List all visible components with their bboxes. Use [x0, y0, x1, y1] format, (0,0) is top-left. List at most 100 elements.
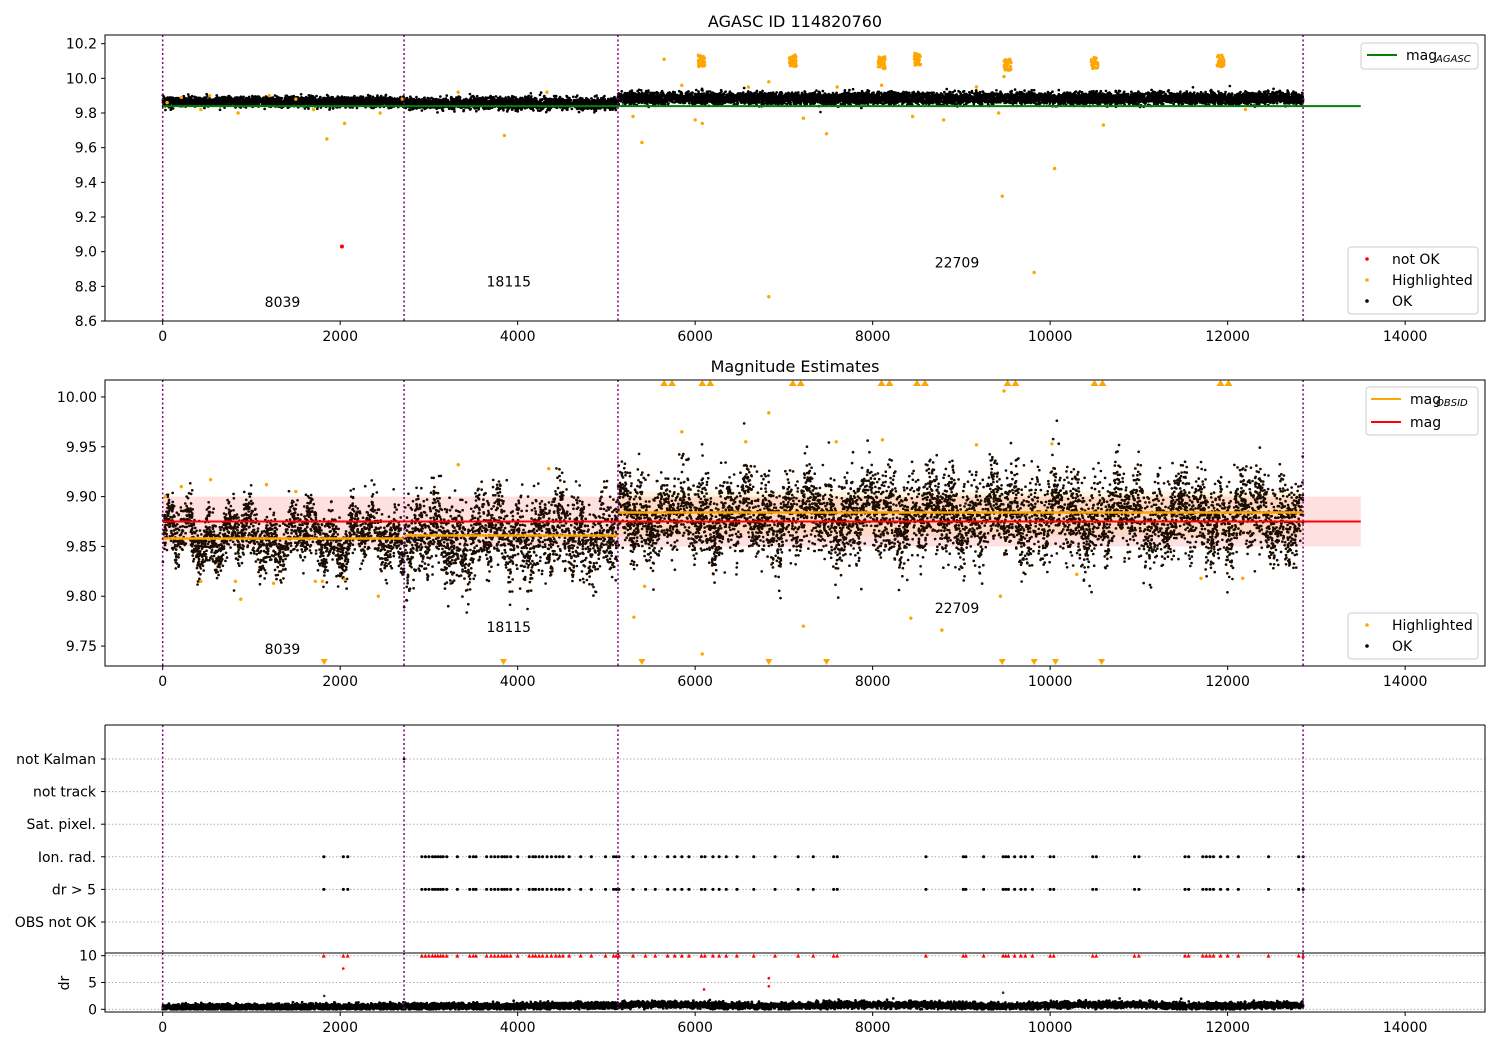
panel-magnitude-plot: 8039 18115 22709 — [161, 380, 1361, 666]
highlighted-point — [767, 80, 771, 84]
dr-outlier-point — [1001, 991, 1005, 994]
x-tick-label: 0 — [158, 674, 167, 690]
highlighted-point — [294, 489, 298, 494]
highlighted-point — [179, 484, 184, 489]
y-tick-label: 9.80 — [66, 589, 97, 605]
legend-marker — [1365, 278, 1369, 282]
dr-off-scale-markers — [321, 953, 1306, 958]
highlighted-point — [746, 85, 751, 89]
y-tick-label: 9.0 — [75, 245, 97, 261]
obsid-label: 8039 — [265, 295, 301, 311]
legend-label: OK — [1392, 639, 1413, 655]
highlighted-point — [1050, 442, 1054, 446]
off-scale-marker-top — [877, 380, 886, 386]
highlighted-cluster — [787, 53, 798, 69]
x-tick-label: 2000 — [322, 1020, 358, 1036]
x-tick-label: 10000 — [1028, 329, 1073, 345]
y-tick-label: 9.95 — [66, 440, 97, 456]
highlighted-point — [909, 616, 913, 620]
highlighted-point — [502, 133, 507, 138]
ok-points — [161, 84, 1305, 114]
x-tick-label: 4000 — [500, 329, 536, 345]
x-tick-label: 2000 — [322, 329, 358, 345]
off-scale-marker-bottom — [499, 659, 507, 665]
y-tick-label: 9.6 — [75, 141, 97, 157]
legend-points: not OK Highlighted OK — [1347, 246, 1479, 315]
panel-dr: 0 2000 4000 6000 8000 10000 12000 14000 0 5 10 dr — [57, 949, 1486, 1036]
flag-category-label: dr > 5 — [52, 882, 96, 898]
off-scale-marker-top — [668, 380, 677, 386]
legend-label: mag — [1410, 415, 1441, 431]
panel-agasc-title: AGASC ID 114820760 — [708, 12, 882, 31]
y-tick-label: 9.4 — [75, 175, 97, 191]
y-tick-label: 10 — [79, 949, 97, 965]
y-tick-label: 9.90 — [66, 490, 97, 506]
y-tick-label: 9.2 — [75, 210, 97, 226]
x-tick-label: 14000 — [1383, 329, 1428, 345]
y-tick-label: 10.2 — [66, 37, 97, 53]
highlighted-point — [879, 83, 884, 87]
legend-label: not OK — [1392, 252, 1440, 268]
x-tick-label: 8000 — [855, 1020, 891, 1036]
off-scale-marker-bottom — [998, 659, 1006, 665]
off-scale-marker-bottom — [1051, 659, 1059, 665]
highlighted-point — [1000, 194, 1004, 198]
x-tick-label: 6000 — [677, 1020, 713, 1036]
y-tick-label: 5 — [88, 976, 97, 992]
x-tick-label: 4000 — [500, 1020, 536, 1036]
legend-box — [1347, 612, 1479, 660]
highlighted-point — [910, 114, 915, 119]
highlighted-point — [974, 85, 979, 89]
off-scale-marker-top — [1098, 380, 1107, 386]
x-tick-label: 0 — [158, 329, 167, 345]
x-tick-label: 14000 — [1383, 674, 1428, 690]
highlighted-point — [1032, 270, 1036, 275]
legend-marker — [1365, 257, 1369, 261]
y-tick-label: 8.8 — [75, 279, 97, 295]
off-scale-marker-top — [1011, 380, 1020, 386]
x-tick-label: 6000 — [677, 329, 713, 345]
highlighted-point — [376, 594, 381, 598]
obsid-label: 22709 — [935, 255, 980, 271]
off-scale-marker-bottom — [765, 659, 773, 665]
x-tick-label: 2000 — [322, 674, 358, 690]
legend-marker — [1365, 644, 1369, 648]
flag-category-label: not track — [33, 785, 97, 801]
highlighted-point — [294, 97, 298, 101]
legend-box — [1360, 42, 1479, 70]
highlighted-point — [1002, 389, 1006, 393]
highlighted-point — [311, 107, 316, 112]
legend-box — [1347, 246, 1479, 315]
off-scale-marker-top — [796, 380, 805, 386]
highlighted-point — [163, 494, 168, 499]
highlighted-point — [342, 577, 347, 582]
y-tick-label: 10.0 — [66, 71, 97, 87]
off-scale-marker-bottom — [823, 659, 831, 665]
legend-label: mag — [1406, 48, 1437, 64]
highlighted-point — [456, 463, 460, 467]
legend-marker — [1365, 623, 1369, 627]
highlighted-cluster — [1089, 56, 1100, 70]
off-scale-marker-top — [921, 380, 930, 386]
highlighted-point — [378, 111, 382, 115]
highlighted-point — [824, 132, 829, 136]
dr-axis-label: dr — [57, 975, 73, 990]
highlighted-point — [680, 430, 684, 434]
off-scale-marker-top — [698, 380, 707, 386]
off-scale-marker-bottom — [1098, 659, 1106, 665]
highlighted-point — [700, 121, 704, 126]
off-scale-marker-top — [913, 380, 922, 386]
dr-outlier-point — [322, 994, 326, 998]
panel-magnitude-title: Magnitude Estimates — [711, 357, 880, 376]
highlighted-point — [233, 579, 238, 583]
highlighted-point — [693, 118, 697, 122]
off-scale-marker-bottom — [638, 659, 646, 665]
highlighted-point — [1199, 576, 1203, 581]
highlighted-point — [835, 85, 839, 89]
legend-label: Highlighted — [1392, 618, 1473, 634]
x-tick-label: 8000 — [855, 329, 891, 345]
highlighted-point — [239, 597, 243, 601]
highlighted-point — [940, 628, 944, 632]
